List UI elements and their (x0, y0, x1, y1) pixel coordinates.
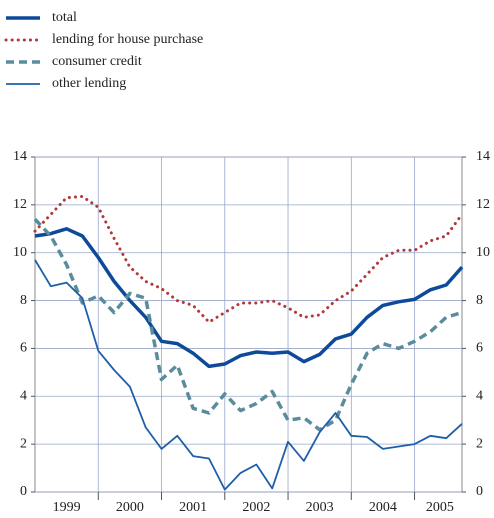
x-tick-label: 2001 (179, 500, 207, 515)
y-tick-label: 8 (20, 293, 27, 308)
series-line (34, 259, 463, 491)
y2-tick-label: 6 (476, 341, 483, 356)
x-tick-label: 2004 (369, 500, 397, 515)
y-tick-label: 2 (20, 436, 27, 451)
series-line (34, 227, 464, 369)
y2-tick-label: 4 (476, 389, 483, 404)
x-tick-label: 2003 (306, 500, 334, 515)
legend-label: total (52, 10, 77, 25)
y-tick-label: 10 (13, 245, 27, 260)
series-line (33, 218, 463, 432)
y2-tick-label: 14 (476, 149, 490, 164)
y2-tick-label: 12 (476, 197, 490, 212)
series-line (33, 195, 464, 324)
y-tick-label: 4 (20, 389, 27, 404)
x-tick-label: 1999 (53, 500, 81, 515)
x-tick-label: 2005 (426, 500, 454, 515)
y2-tick-label: 2 (476, 436, 483, 451)
x-tick-label: 2002 (242, 500, 270, 515)
plot-frame (34, 156, 463, 493)
y-tick-label: 14 (13, 149, 27, 164)
y-tick-label: 0 (20, 484, 27, 499)
legend-label: lending for house purchase (52, 32, 203, 47)
y2-tick-label: 8 (476, 293, 483, 308)
y-tick-label: 12 (13, 197, 27, 212)
y2-tick-label: 10 (476, 245, 490, 260)
legend-label: other lending (52, 76, 126, 91)
y-tick-label: 6 (20, 341, 27, 356)
legend-label: consumer credit (52, 54, 142, 69)
x-tick-label: 2000 (116, 500, 144, 515)
y2-tick-label: 0 (476, 484, 483, 499)
